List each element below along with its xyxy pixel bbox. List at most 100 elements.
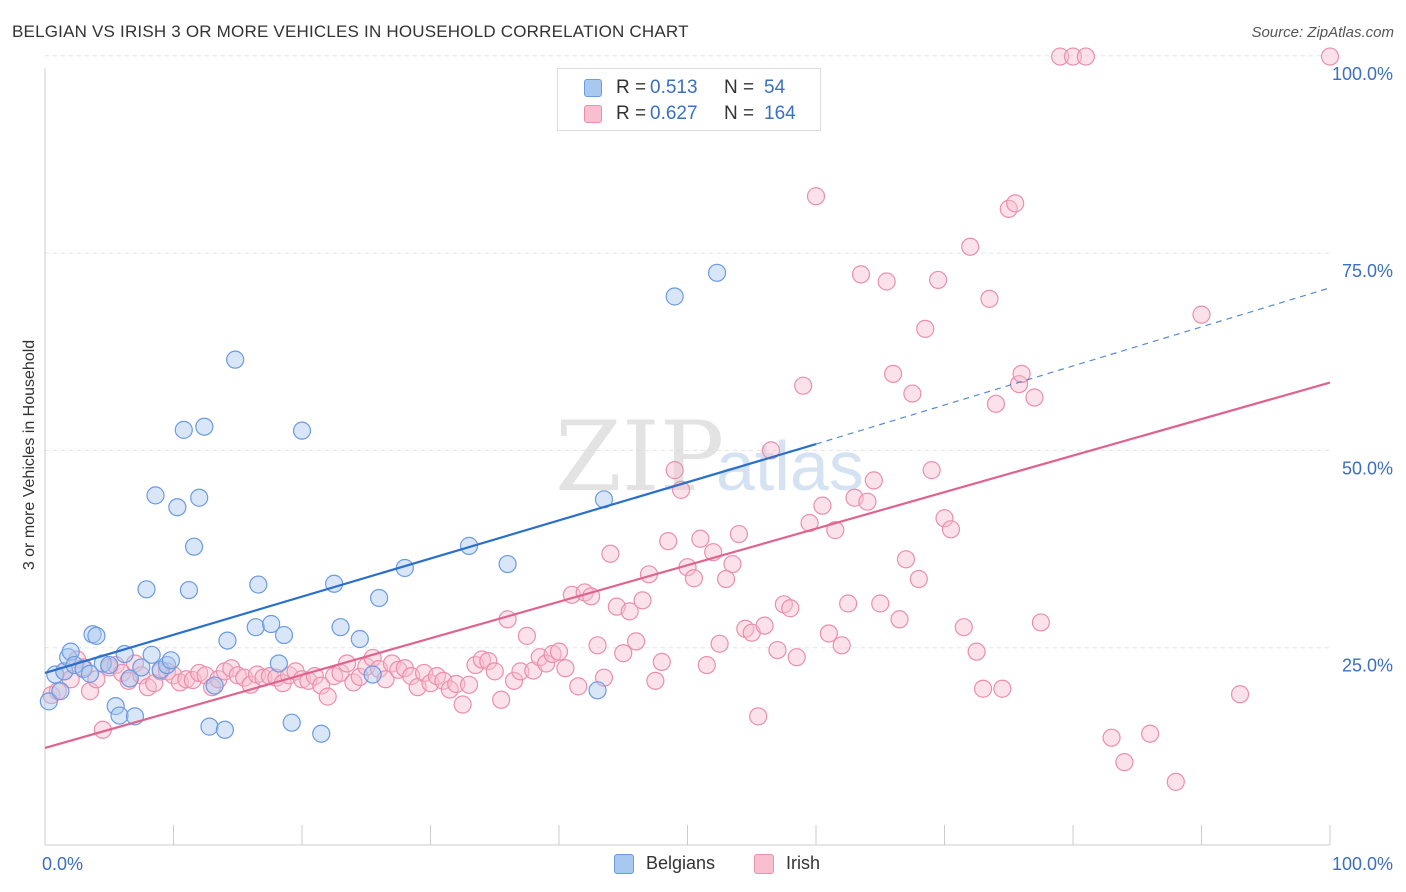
irish-point-133[interactable] <box>896 550 916 569</box>
irish-point-141[interactable] <box>954 618 973 637</box>
irish-point-96[interactable] <box>659 532 678 551</box>
irish-point-95[interactable] <box>652 652 671 672</box>
irish-point-72[interactable] <box>504 671 524 690</box>
irish-point-120[interactable] <box>813 496 832 515</box>
irish-point-160[interactable] <box>1166 772 1185 791</box>
belgians-point-52[interactable] <box>588 681 607 700</box>
irish-point-147[interactable] <box>993 679 1012 698</box>
irish-point-145[interactable] <box>980 289 999 308</box>
irish-point-135[interactable] <box>909 569 928 589</box>
irish-point-155[interactable] <box>1063 47 1083 66</box>
irish-point-156[interactable] <box>1076 47 1095 66</box>
irish-point-139[interactable] <box>935 509 954 528</box>
irish-point-124[interactable] <box>839 594 858 613</box>
irish-point-149[interactable] <box>1006 194 1025 213</box>
irish-point-152[interactable] <box>1025 388 1044 407</box>
belgians-point-54[interactable] <box>665 287 684 306</box>
irish-point-138[interactable] <box>928 270 948 290</box>
belgians-point-27[interactable] <box>179 580 199 600</box>
irish-point-92[interactable] <box>633 591 652 610</box>
belgians-point-31[interactable] <box>200 717 219 736</box>
belgians-point-25[interactable] <box>168 498 187 517</box>
irish-point-102[interactable] <box>697 655 716 675</box>
irish-point-97[interactable] <box>665 461 684 480</box>
irish-point-79[interactable] <box>549 642 569 661</box>
belgians-point-28[interactable] <box>184 537 204 556</box>
belgians-point-0[interactable] <box>39 692 58 711</box>
irish-point-104[interactable] <box>710 634 729 653</box>
irish-point-117[interactable] <box>794 376 813 395</box>
irish-point-157[interactable] <box>1102 728 1121 747</box>
irish-point-128[interactable] <box>864 471 883 490</box>
irish-point-112[interactable] <box>761 441 781 460</box>
belgians-point-21[interactable] <box>146 486 165 505</box>
belgians-point-39[interactable] <box>269 654 288 673</box>
irish-point-63[interactable] <box>447 674 466 694</box>
irish-point-106[interactable] <box>723 554 742 574</box>
irish-point-121[interactable] <box>819 624 838 643</box>
irish-point-161[interactable] <box>1192 305 1211 324</box>
irish-point-116[interactable] <box>787 648 806 667</box>
irish-point-127[interactable] <box>858 492 877 511</box>
belgians-point-34[interactable] <box>218 631 237 650</box>
belgians-point-10[interactable] <box>87 626 106 645</box>
irish-point-126[interactable] <box>851 265 871 284</box>
belgians-point-45[interactable] <box>331 618 350 637</box>
irish-point-144[interactable] <box>973 679 993 698</box>
irish-point-136[interactable] <box>916 319 935 338</box>
irish-point-130[interactable] <box>877 272 896 291</box>
irish-point-129[interactable] <box>871 594 890 613</box>
irish-point-111[interactable] <box>755 616 774 635</box>
belgians-point-32[interactable] <box>205 676 224 695</box>
irish-point-64[interactable] <box>453 695 472 714</box>
belgians-point-13[interactable] <box>106 696 125 716</box>
belgians-point-55[interactable] <box>707 263 727 282</box>
belgians-point-41[interactable] <box>282 713 301 732</box>
irish-point-142[interactable] <box>961 237 980 256</box>
irish-point-146[interactable] <box>986 394 1006 413</box>
irish-point-42[interactable] <box>312 676 331 695</box>
belgians-point-48[interactable] <box>370 588 389 608</box>
irish-point-28[interactable] <box>222 659 241 678</box>
irish-point-113[interactable] <box>768 640 787 660</box>
irish-point-159[interactable] <box>1140 724 1160 743</box>
irish-point-80[interactable] <box>556 659 575 678</box>
irish-point-154[interactable] <box>1051 47 1070 66</box>
belgians-point-19[interactable] <box>137 580 156 599</box>
belgians-point-8[interactable] <box>80 664 100 683</box>
belgians-point-42[interactable] <box>292 421 312 440</box>
irish-point-115[interactable] <box>781 599 800 618</box>
belgians-point-29[interactable] <box>190 488 209 507</box>
belgians-point-30[interactable] <box>195 417 214 436</box>
irish-point-87[interactable] <box>601 544 620 563</box>
irish-point-100[interactable] <box>684 569 704 588</box>
irish-point-85[interactable] <box>588 636 607 655</box>
belgians-point-35[interactable] <box>226 350 245 369</box>
belgians-point-16[interactable] <box>120 669 139 688</box>
irish-point-162[interactable] <box>1230 685 1250 704</box>
belgians-point-14[interactable] <box>110 706 129 725</box>
belgians-point-50[interactable] <box>459 536 479 555</box>
irish-point-134[interactable] <box>903 384 922 403</box>
belgians-point-36[interactable] <box>246 618 265 637</box>
irish-point-77[interactable] <box>537 654 556 673</box>
belgians-point-51[interactable] <box>498 554 517 574</box>
irish-point-74[interactable] <box>517 626 536 645</box>
belgians-point-46[interactable] <box>350 629 369 649</box>
irish-point-70[interactable] <box>492 690 511 709</box>
irish-point-68[interactable] <box>479 652 498 671</box>
irish-point-71[interactable] <box>498 610 517 629</box>
irish-point-131[interactable] <box>883 364 903 383</box>
irish-point-158[interactable] <box>1115 753 1134 772</box>
irish-point-122[interactable] <box>826 521 845 540</box>
belgians-point-33[interactable] <box>215 720 234 739</box>
belgians-point-47[interactable] <box>363 665 382 684</box>
irish-point-107[interactable] <box>729 524 749 544</box>
irish-point-89[interactable] <box>614 644 633 663</box>
belgians-point-3[interactable] <box>55 662 74 681</box>
belgians-point-12[interactable] <box>100 655 119 675</box>
belgians-point-20[interactable] <box>142 645 161 664</box>
irish-point-65[interactable] <box>459 675 479 694</box>
irish-point-110[interactable] <box>749 707 768 726</box>
irish-point-91[interactable] <box>626 632 646 651</box>
